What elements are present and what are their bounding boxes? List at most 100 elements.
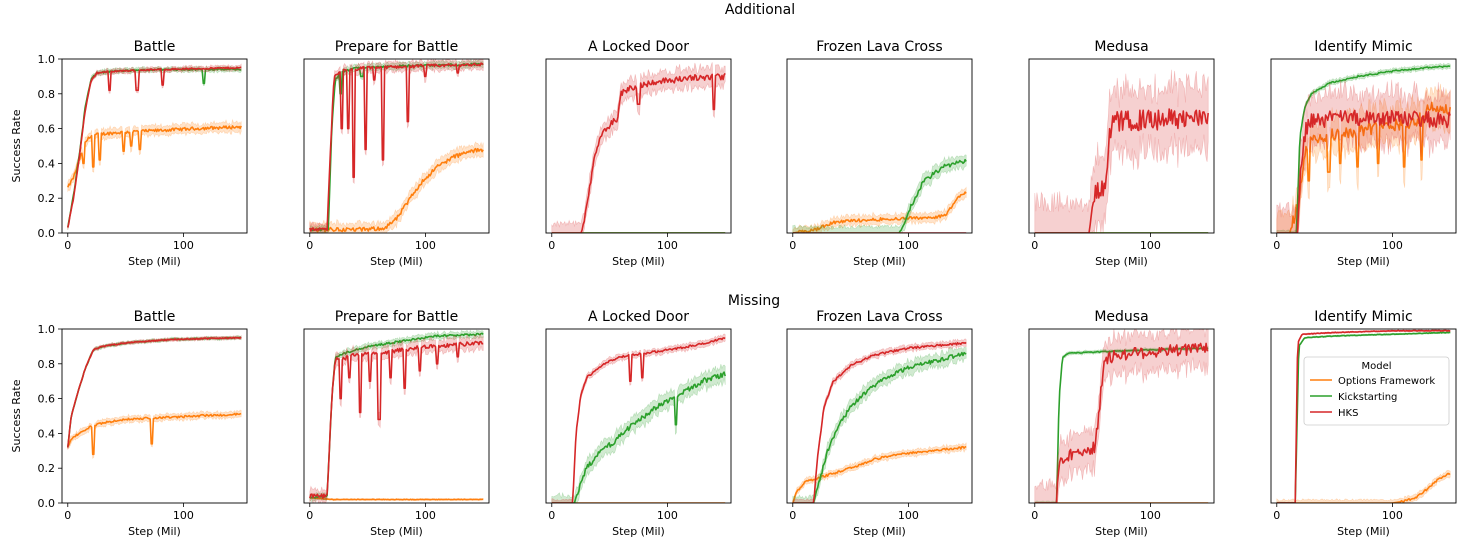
band-kickstarting xyxy=(67,65,242,230)
axes-frame xyxy=(1028,328,1215,504)
axes-frame xyxy=(61,328,248,504)
x-tick-label: 100 xyxy=(415,239,436,252)
axes-frame xyxy=(1270,58,1457,234)
series-line-options-framework xyxy=(67,412,242,456)
x-tick-label: 100 xyxy=(1382,239,1403,252)
series-line-kickstarting xyxy=(309,332,484,499)
band-hks xyxy=(1276,79,1451,233)
row-title-missing: Missing xyxy=(728,293,780,309)
series-line-hks xyxy=(67,66,242,228)
series-line-kickstarting xyxy=(551,371,726,503)
y-tick-label: 0.8 xyxy=(38,358,56,371)
plot-area xyxy=(1034,329,1209,503)
x-tick-label: 0 xyxy=(548,239,555,252)
series-line-hks xyxy=(1276,329,1451,503)
axes-frame xyxy=(303,328,490,504)
panel-additional-4: Medusa 0 100 Step (Mil) xyxy=(1028,39,1215,268)
x-tick-label: 0 xyxy=(789,509,796,522)
band-kickstarting xyxy=(67,335,242,450)
band-hks xyxy=(551,333,726,503)
panel-title: A Locked Door xyxy=(588,309,689,325)
series-line-options-framework xyxy=(1276,101,1451,233)
legend-box xyxy=(1303,356,1450,426)
x-axis-label: Step (Mil) xyxy=(1337,255,1390,268)
series-line-kickstarting xyxy=(1276,331,1451,503)
y-tick-label: 0.2 xyxy=(38,462,56,475)
plot-area xyxy=(1034,69,1209,233)
x-tick-label: 0 xyxy=(1031,509,1038,522)
panel-title: Identify Mimic xyxy=(1314,39,1413,55)
panel-title: Battle xyxy=(134,309,176,325)
axes-frame xyxy=(303,58,490,234)
series-line-options-framework xyxy=(792,445,967,503)
panel-additional-1: Prepare for Battle 0 100 Step (Mil) xyxy=(303,39,490,268)
series-line-hks xyxy=(309,62,484,232)
series-line-kickstarting xyxy=(1276,65,1451,233)
panel-missing-1: Prepare for Battle 0 100 Step (Mil) xyxy=(303,309,490,538)
row-title-additional: Additional xyxy=(725,2,795,18)
axes-frame xyxy=(1028,58,1215,234)
x-tick-label: 100 xyxy=(898,239,919,252)
legend-title: Model xyxy=(1361,361,1391,372)
series-line-kickstarting xyxy=(792,158,967,233)
legend-label: HKS xyxy=(1338,408,1358,419)
legend-item-kickstarting: Kickstarting xyxy=(1310,392,1397,403)
axes-frame xyxy=(545,328,732,504)
panel-additional-2: A Locked Door 0 100 Step (Mil) xyxy=(545,39,732,268)
x-tick-label: 100 xyxy=(173,509,194,522)
legend-label: Kickstarting xyxy=(1338,392,1397,403)
x-tick-label: 100 xyxy=(415,509,436,522)
plot-area xyxy=(1276,329,1451,503)
x-tick-label: 100 xyxy=(1382,509,1403,522)
band-hks xyxy=(1276,329,1451,503)
plot-area xyxy=(792,154,967,233)
panel-title: A Locked Door xyxy=(588,39,689,55)
y-tick-label: 0.0 xyxy=(38,497,56,510)
series-line-options-framework xyxy=(309,147,484,233)
x-tick-label: 100 xyxy=(657,509,678,522)
series-line-hks xyxy=(551,72,726,233)
plot-area xyxy=(67,63,242,230)
y-tick-label: 0.2 xyxy=(38,192,56,205)
series-line-kickstarting xyxy=(67,336,242,448)
axes-frame xyxy=(545,58,732,234)
y-tick-label: 0.8 xyxy=(38,88,56,101)
panel-title: Prepare for Battle xyxy=(335,309,459,325)
band-hks xyxy=(67,334,242,450)
panel-title: Prepare for Battle xyxy=(335,39,459,55)
x-axis-label: Step (Mil) xyxy=(370,255,423,268)
series-line-options-framework xyxy=(792,191,967,233)
plot-area xyxy=(1276,62,1451,233)
axes-frame xyxy=(1270,328,1457,504)
x-tick-label: 100 xyxy=(657,239,678,252)
x-tick-label: 0 xyxy=(306,509,313,522)
x-axis-label: Step (Mil) xyxy=(853,255,906,268)
x-tick-label: 0 xyxy=(306,239,313,252)
x-axis-label: Step (Mil) xyxy=(1337,525,1390,538)
series-line-options-framework xyxy=(309,496,484,501)
legend-label: Options Framework xyxy=(1338,376,1435,387)
band-hks xyxy=(1034,329,1209,503)
y-tick-label: 0.4 xyxy=(38,157,56,170)
series-line-hks xyxy=(1276,109,1451,233)
panel-title: Identify Mimic xyxy=(1314,309,1413,325)
y-axis-label: Success Rate xyxy=(10,379,23,452)
series-line-options-framework xyxy=(67,125,242,188)
x-axis-label: Step (Mil) xyxy=(128,255,181,268)
y-axis-label: Success Rate xyxy=(10,109,23,182)
x-tick-label: 0 xyxy=(1031,239,1038,252)
panel-missing-3: Frozen Lava Cross 0 100 Step (Mil) xyxy=(786,309,973,538)
y-tick-label: 1.0 xyxy=(38,323,56,336)
series-line-hks xyxy=(1034,342,1209,503)
x-tick-label: 0 xyxy=(64,239,71,252)
series-line-hks xyxy=(551,337,726,503)
panel-missing-5: Identify Mimic 0 100 Step (Mil) xyxy=(1270,309,1457,538)
band-kickstarting xyxy=(1034,345,1209,503)
series-line-hks xyxy=(1034,108,1209,233)
x-axis-label: Step (Mil) xyxy=(1095,525,1148,538)
series-line-kickstarting xyxy=(792,351,967,503)
plot-area xyxy=(309,329,484,503)
x-tick-label: 100 xyxy=(898,509,919,522)
band-kickstarting xyxy=(551,364,726,503)
